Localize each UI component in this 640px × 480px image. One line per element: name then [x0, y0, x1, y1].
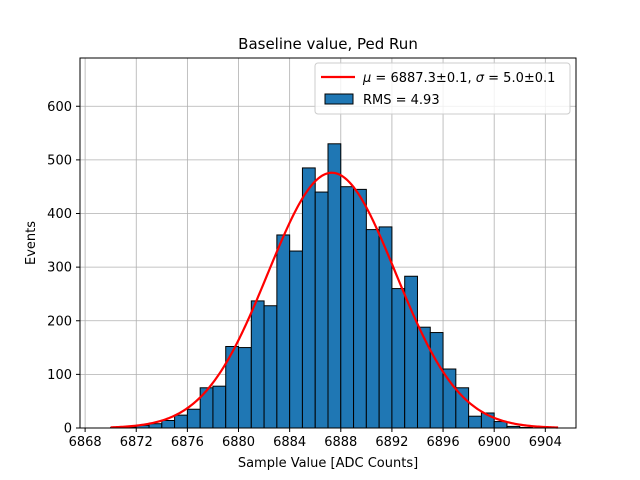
- histogram-bar: [442, 368, 457, 429]
- y-axis-label: Events: [24, 221, 39, 265]
- x-tick-label: 6884: [273, 435, 306, 450]
- histogram-bar: [314, 191, 329, 429]
- y-tick-label: 0: [64, 422, 72, 437]
- histogram-bar: [429, 332, 444, 429]
- histogram-bar: [276, 234, 291, 429]
- legend-sigma-value: = 5.0±0.1: [484, 71, 555, 86]
- legend-sigma-symbol: σ: [476, 71, 485, 86]
- histogram-bar: [263, 305, 278, 429]
- y-tick-label: 600: [47, 100, 72, 115]
- histogram-bar: [238, 347, 252, 429]
- x-tick-label: 6868: [69, 435, 102, 450]
- chart-title: Baseline value, Ped Run: [238, 35, 418, 53]
- x-axis-label: Sample Value [ADC Counts]: [238, 456, 418, 471]
- x-tick-label: 6900: [478, 435, 511, 450]
- x-tick-label: 6880: [222, 435, 255, 450]
- y-tick-label: 400: [47, 207, 72, 222]
- plot-area-frame: [79, 57, 577, 429]
- legend-rms-label: RMS = 4.93: [363, 93, 440, 108]
- histogram-bar: [250, 300, 265, 429]
- x-tick-label: 6872: [120, 435, 153, 450]
- legend: μ = 6887.3±0.1, σ = 5.0±0.1 RMS = 4.93: [314, 62, 571, 115]
- histogram-bar: [289, 250, 303, 429]
- legend-mu-symbol: μ: [362, 71, 371, 86]
- x-tick-label: 6892: [375, 435, 408, 450]
- histogram-bar: [186, 408, 201, 429]
- x-tick-label: 6896: [427, 435, 460, 450]
- x-tick-label: 6876: [171, 435, 204, 450]
- x-tick-label: 6904: [529, 435, 562, 450]
- histogram-bar: [212, 385, 227, 429]
- histogram-bar: [199, 387, 214, 429]
- histogram-bar: [416, 326, 431, 429]
- histogram-bar: [468, 415, 482, 429]
- y-tick-label: 300: [47, 261, 72, 276]
- histogram-bar: [327, 143, 342, 429]
- histogram-bars: [110, 143, 534, 429]
- histogram-bar: [455, 387, 470, 429]
- legend-fit-label: μ = 6887.3±0.1, σ = 5.0±0.1: [362, 71, 555, 86]
- y-tick-label: 500: [47, 153, 72, 168]
- legend-rms-patch-marker: [324, 93, 354, 105]
- legend-box: [314, 62, 571, 115]
- histogram-bar: [301, 167, 316, 429]
- histogram-bar: [391, 288, 406, 429]
- x-tick-label: 6888: [324, 435, 357, 450]
- histogram-bar: [340, 186, 355, 429]
- gaussian-fit-curve: [110, 171, 559, 429]
- y-tick-label: 200: [47, 314, 72, 329]
- histogram-bar: [353, 188, 367, 429]
- axis-ticks: 6868 6872 6876 6880 6884 6888 6892 6896 6900 6904…: [47, 100, 562, 450]
- histogram-bar: [161, 419, 176, 429]
- histogram-bar: [174, 414, 188, 429]
- legend-mu-value: = 6887.3±0.1,: [371, 71, 475, 86]
- y-tick-label: 100: [47, 368, 72, 383]
- histogram-bar: [365, 229, 380, 429]
